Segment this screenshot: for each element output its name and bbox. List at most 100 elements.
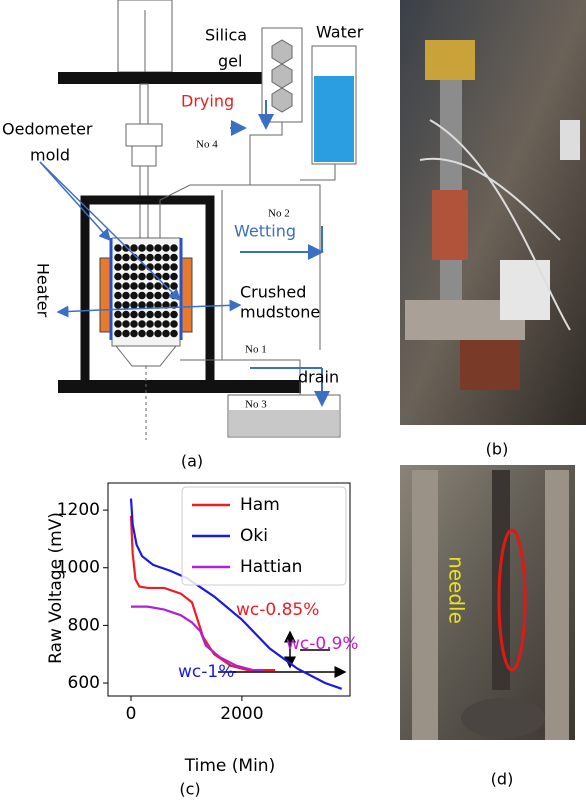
particle (146, 320, 154, 328)
particle (162, 311, 170, 319)
particle (138, 244, 146, 252)
label: mold (30, 146, 70, 165)
x-tick-label: 2000 (220, 704, 263, 724)
label: Crushed (240, 283, 306, 302)
label: Water (316, 23, 364, 42)
particle (154, 330, 162, 338)
particle (162, 273, 170, 281)
panel-label: (b) (486, 440, 509, 459)
particle (122, 254, 130, 262)
x-tick-label: 0 (126, 704, 137, 724)
label: No 1 (245, 344, 267, 356)
figure: Silica gel Water Drying No 4 Oedometer m… (0, 0, 586, 798)
label: mudstone (240, 303, 320, 322)
y-tick-label: 600 (68, 673, 100, 693)
particle (130, 244, 138, 252)
particle (122, 244, 130, 252)
particle (146, 244, 154, 252)
particle (170, 282, 178, 290)
particle (130, 330, 138, 338)
particle (130, 273, 138, 281)
particle (130, 320, 138, 328)
particle (146, 282, 154, 290)
particle (170, 311, 178, 319)
particle (114, 263, 122, 271)
label: No 4 (196, 139, 218, 151)
particle (138, 273, 146, 281)
particle (170, 263, 178, 271)
x-axis-label: Time (Min) (184, 756, 275, 776)
particle (170, 292, 178, 300)
label: No 2 (268, 208, 290, 220)
particle (114, 244, 122, 252)
particle (154, 320, 162, 328)
particle (114, 292, 122, 300)
particle (138, 311, 146, 319)
particle (146, 292, 154, 300)
particle (138, 282, 146, 290)
particle (138, 330, 146, 338)
particle (138, 292, 146, 300)
label: gel (218, 52, 242, 71)
panel-label: (a) (181, 452, 203, 471)
page: Silica gel Water Drying No 4 Oedometer m… (0, 0, 586, 798)
particle (162, 330, 170, 338)
particle (122, 301, 130, 309)
particle (170, 244, 178, 252)
particle (162, 254, 170, 262)
particle (146, 330, 154, 338)
panel-label: (d) (491, 770, 514, 789)
legend-label: Hattian (240, 557, 302, 577)
photo-b (400, 0, 586, 425)
legend-label: Oki (240, 526, 268, 546)
particle (122, 263, 130, 271)
particle (114, 330, 122, 338)
label: No 3 (245, 399, 267, 411)
particle (114, 282, 122, 290)
label: Wetting (234, 222, 296, 241)
y-tick-label: 800 (68, 615, 100, 635)
label: drain (298, 368, 339, 387)
particle (122, 292, 130, 300)
particle (146, 254, 154, 262)
particle (130, 301, 138, 309)
particle (122, 282, 130, 290)
particle (114, 273, 122, 281)
particle (122, 320, 130, 328)
annotation: wc-1% (178, 662, 234, 682)
y-tick-label: 1200 (57, 500, 100, 520)
particle (114, 301, 122, 309)
particle (114, 320, 122, 328)
label: Drying (181, 92, 234, 111)
particle (170, 254, 178, 262)
particle (170, 320, 178, 328)
label: Heater (34, 263, 53, 318)
legend-label: Ham (240, 495, 280, 515)
particle (130, 282, 138, 290)
particle (162, 244, 170, 252)
particle (162, 320, 170, 328)
photo-label: needle (445, 556, 469, 624)
particle (138, 320, 146, 328)
particle (114, 311, 122, 319)
particle (162, 263, 170, 271)
label: Oedometer (2, 120, 93, 139)
y-axis-label: Raw Voltage (mV) (46, 512, 66, 664)
particle (122, 273, 130, 281)
particle (130, 263, 138, 271)
particle (130, 311, 138, 319)
particle (154, 292, 162, 300)
particle (154, 311, 162, 319)
particle (170, 330, 178, 338)
particle (146, 311, 154, 319)
particle (154, 244, 162, 252)
annotation: wc-0.85% (236, 600, 319, 620)
particle (170, 273, 178, 281)
particle (154, 263, 162, 271)
annotation: wc-0.9% (286, 634, 359, 654)
particle (154, 282, 162, 290)
particle (130, 292, 138, 300)
panel-label: (c) (179, 780, 200, 799)
label: Silica (205, 26, 247, 45)
particle (154, 254, 162, 262)
